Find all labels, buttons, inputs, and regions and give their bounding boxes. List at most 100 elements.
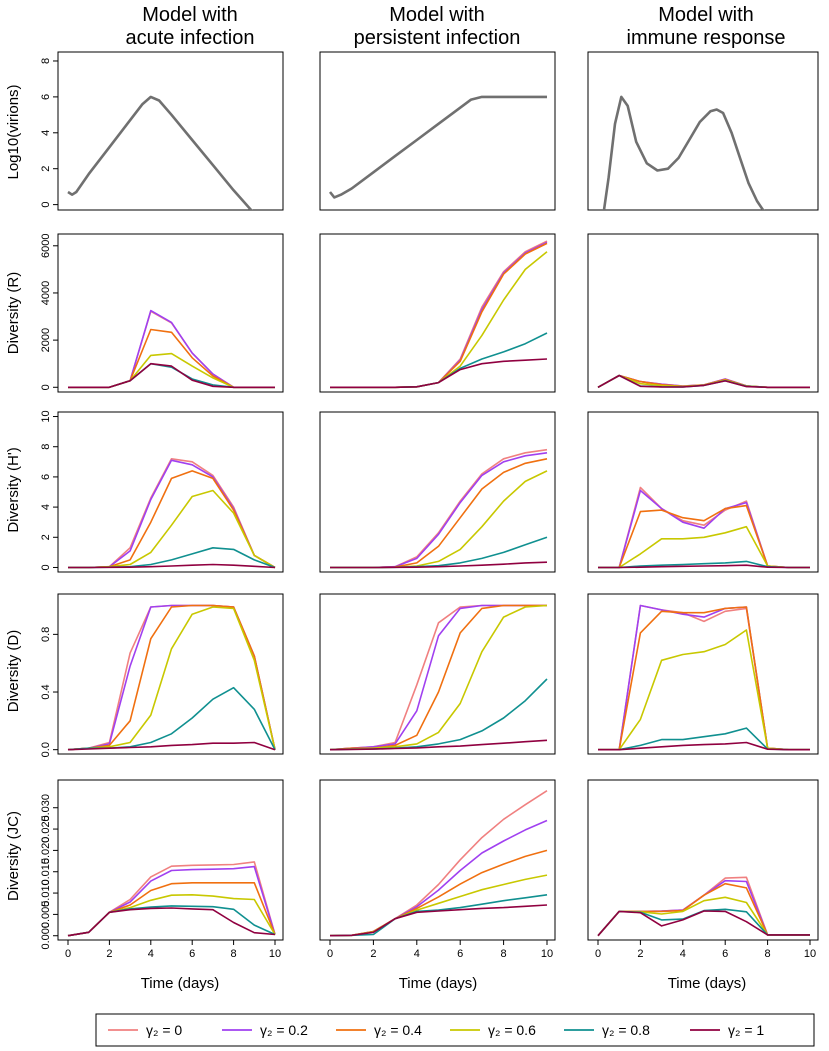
xtick-label: 4 (680, 948, 686, 960)
panel-frame (587, 593, 819, 755)
panel-shannon-1: 0 2 4 6 8 10 (40, 410, 284, 573)
panel-frame (57, 411, 284, 573)
xtick-label: 2 (637, 948, 643, 960)
series-line-g0 (67, 604, 276, 751)
panel-simpson-1: 0.0 0.4 0.8 (40, 593, 284, 757)
series-line-g08 (598, 727, 810, 751)
panel-virions-3 (587, 51, 819, 211)
series-line-g1 (598, 741, 810, 751)
panel-frame (319, 233, 556, 393)
series-line-g06 (68, 352, 275, 389)
virions-line (602, 95, 765, 210)
series-line-g08 (67, 686, 276, 751)
panel-frame (587, 779, 819, 941)
xtick-label: 0 (595, 948, 601, 960)
xtick-label: 4 (148, 948, 154, 960)
ytick-label: 2 (40, 166, 52, 172)
legend-label-g1: γ₂ = 1 (728, 1022, 764, 1038)
ylabel-jaccard: Diversity (JC) (5, 811, 22, 901)
ytick-label: 6 (40, 94, 52, 100)
series-line-g06 (330, 470, 548, 569)
series-line-g1 (68, 563, 276, 569)
col-title-1-line1: Model with (142, 4, 238, 26)
series-line-g08 (68, 546, 276, 569)
series-line-g02 (67, 865, 276, 937)
ylabel-shannon: Diversity (H') (5, 447, 22, 532)
xtick-label: 10 (541, 948, 553, 960)
panel-frame (319, 593, 556, 755)
xtick-label: 4 (414, 948, 420, 960)
ytick-label: 0.010 (40, 879, 52, 907)
ytick-label: 0.025 (40, 815, 52, 843)
series-line-g02 (68, 309, 275, 389)
series-line-g04 (329, 849, 548, 937)
xtick-label: 6 (722, 948, 728, 960)
xtick-label: 2 (370, 948, 376, 960)
ytick-label: 2 (40, 534, 52, 540)
series-line-g1 (68, 362, 275, 389)
legend: γ₂ = 0 γ₂ = 0.2 γ₂ = 0.4 γ₂ = 0.6 γ₂ = 0… (95, 1013, 815, 1047)
legend-box (95, 1013, 815, 1047)
series-line-g1 (67, 741, 276, 751)
series-line-g08 (597, 908, 810, 937)
xtick-label: 6 (189, 948, 195, 960)
panel-frame (57, 593, 284, 755)
xtick-label: 10 (804, 948, 816, 960)
ytick-label: 0.015 (40, 858, 52, 886)
panel-richness-3 (587, 233, 819, 393)
series-line-g06 (68, 489, 276, 569)
ytick-label: 0.0 (40, 742, 52, 757)
legend-label-g06: γ₂ = 0.6 (488, 1022, 536, 1038)
panel-frame (57, 233, 284, 393)
ytick-label: 4000 (40, 281, 52, 305)
xtick-label: 2 (106, 948, 112, 960)
panel-frame (57, 51, 284, 211)
series-line-g1 (67, 907, 276, 937)
series-line-g06 (67, 893, 276, 937)
series-line-g04 (67, 604, 276, 751)
panel-virions-1: 0 2 4 6 8 (40, 51, 284, 211)
series-line-g0 (329, 790, 548, 937)
series-line-g1 (597, 910, 810, 937)
series-line-g02 (329, 819, 548, 937)
ytick-label: 4 (40, 504, 52, 510)
col-title-3-line1: Model with (658, 4, 754, 26)
ylabel-richness: Diversity (R) (5, 272, 22, 355)
series-line-g0 (597, 876, 810, 937)
ytick-label: 0 (40, 202, 52, 208)
panel-frame (319, 779, 556, 941)
xtick-label: 8 (231, 948, 237, 960)
xlabel-col-1: Time (days) (141, 975, 220, 992)
panel-frame (587, 233, 819, 393)
xtick-label: 8 (501, 948, 507, 960)
virions-line (67, 95, 253, 210)
series-line-g08 (329, 678, 548, 751)
series-line-g02 (598, 489, 810, 569)
panel-simpson-3 (587, 593, 819, 755)
legend-label-g04: γ₂ = 0.4 (374, 1022, 422, 1038)
series-line-g02 (597, 879, 810, 937)
ylabel-virions: Log10(virions) (5, 84, 22, 179)
panels: 02468020004000600002468100.00.40.80.0000… (40, 51, 819, 960)
ytick-label: 4 (40, 130, 52, 136)
col-title-2-line2: persistent infection (354, 27, 521, 49)
xtick-label: 10 (269, 948, 281, 960)
xtick-label: 0 (327, 948, 333, 960)
series-line-g0 (68, 457, 276, 569)
series-line-g06 (67, 606, 276, 751)
ytick-label: 6 (40, 474, 52, 480)
ytick-label: 2000 (40, 328, 52, 352)
ytick-label: 10 (40, 410, 52, 422)
ytick-label: 0.8 (40, 627, 52, 642)
ytick-label: 0.030 (40, 794, 52, 822)
panel-frame (57, 779, 284, 941)
col-title-2-line1: Model with (389, 4, 485, 26)
panel-shannon-3 (587, 411, 819, 573)
legend-label-g08: γ₂ = 0.8 (602, 1022, 650, 1038)
panel-jaccard-3: 0 2 4 6 8 10 (587, 779, 819, 960)
series-line-g08 (329, 894, 548, 937)
legend-label-g02: γ₂ = 0.2 (260, 1022, 308, 1038)
col-title-3-line2: immune response (627, 27, 786, 49)
ylabel-simpson: Diversity (D) (5, 630, 22, 713)
